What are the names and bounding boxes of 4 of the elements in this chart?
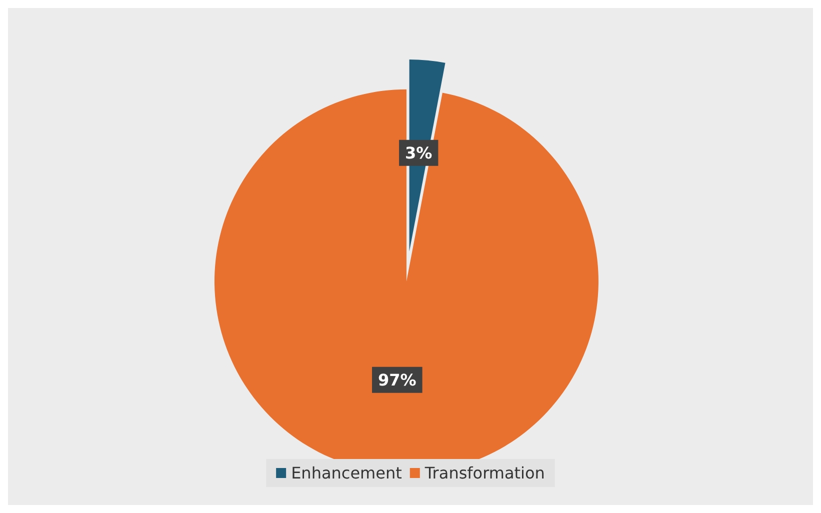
data-label: 97% <box>378 370 416 390</box>
legend-label: Transformation <box>424 464 545 482</box>
legend-label: Enhancement <box>291 464 402 482</box>
data-label: 3% <box>405 143 432 162</box>
